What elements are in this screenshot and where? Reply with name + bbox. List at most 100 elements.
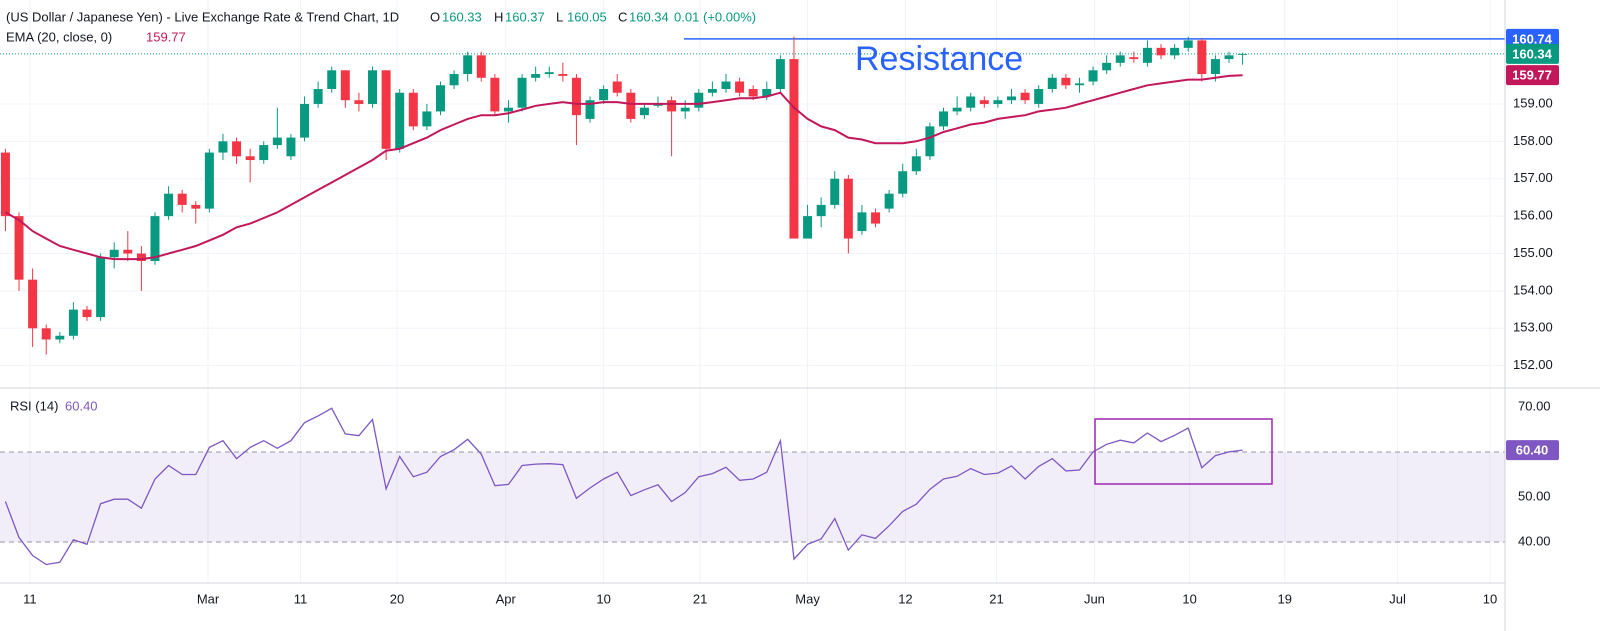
candle-body	[136, 253, 146, 261]
candle-body	[395, 92, 405, 149]
price-tag: 160.34	[1512, 46, 1553, 61]
ohlc-value: 160.05	[567, 9, 607, 24]
x-tick-label: 20	[390, 591, 404, 606]
rsi-legend-value: 60.40	[65, 398, 98, 413]
change-pct: (+0.00%)	[703, 9, 756, 24]
candle-body	[463, 55, 473, 75]
x-tick-label: Jul	[1389, 591, 1406, 606]
candle-body	[204, 152, 214, 209]
candle-body	[789, 59, 799, 239]
candle-body	[803, 216, 813, 239]
candle-body	[381, 70, 391, 149]
candle-body	[1142, 47, 1152, 63]
candle-body	[177, 193, 187, 205]
y-tick-label: 157.00	[1513, 170, 1553, 185]
candle-body	[884, 193, 894, 209]
candle-body	[96, 257, 106, 318]
candle-body	[109, 249, 119, 258]
candle-body	[272, 137, 282, 146]
rsi-legend: RSI (14)	[10, 398, 58, 413]
candle-body	[28, 279, 38, 329]
x-tick-label: 10	[1182, 591, 1196, 606]
y-tick-label: 156.00	[1513, 208, 1553, 223]
rsi-highlight-box	[1094, 418, 1273, 485]
candle-body	[762, 88, 772, 97]
resistance-label: Resistance	[855, 40, 1023, 78]
candle-body	[680, 107, 690, 112]
candle-body	[1088, 70, 1098, 82]
candle-body	[340, 70, 350, 101]
candle-body	[0, 152, 10, 217]
candle-body	[300, 103, 310, 138]
candle-body	[150, 216, 160, 261]
plot	[0, 36, 1505, 566]
candle-body	[14, 216, 24, 280]
axes: 152.00 153.00 154.00 155.00 156.00 157.00 158.…	[23, 28, 1559, 606]
x-tick-label: Jun	[1084, 591, 1105, 606]
ohlc-value: 160.37	[505, 9, 545, 24]
y-tick-label: 152.00	[1513, 357, 1553, 372]
candle-body	[1183, 40, 1193, 48]
candle-body	[571, 77, 581, 116]
candle-body	[857, 212, 867, 232]
candle-body	[667, 100, 677, 112]
candle-body	[612, 81, 622, 93]
candle-body	[966, 96, 976, 108]
candle-body	[55, 335, 65, 340]
ema-legend: EMA (20, close, 0)	[6, 29, 112, 44]
candle-body	[476, 55, 486, 78]
rsi-tick-label: 70.00	[1518, 398, 1551, 413]
candle-body	[639, 107, 649, 116]
candle-body	[1020, 92, 1030, 101]
price-tag-bg	[1506, 43, 1559, 64]
rsi-tag: 60.40	[1516, 443, 1549, 458]
candle-body	[1170, 47, 1180, 56]
candle-body	[939, 111, 949, 127]
candle-body	[68, 309, 78, 336]
candle-body	[436, 85, 445, 112]
ema-tag: 159.77	[1512, 68, 1552, 83]
candle-body	[558, 74, 568, 76]
rsi-band	[0, 451, 1505, 543]
y-tick-label: 153.00	[1513, 320, 1553, 335]
y-tick-label: 159.00	[1513, 95, 1553, 110]
candle-body	[599, 88, 609, 101]
x-tick-label: May	[795, 591, 820, 606]
y-tick-label: 154.00	[1513, 282, 1553, 297]
x-tick-label: 19	[1278, 591, 1292, 606]
x-tick-label: 10	[1483, 591, 1497, 606]
x-tick-label: 11	[294, 591, 308, 606]
candle-body	[1238, 53, 1248, 55]
ohlc-label: O	[430, 9, 440, 24]
candle-body	[843, 178, 853, 239]
x-tick-label: Mar	[197, 591, 220, 606]
x-tick-label: 11	[23, 591, 37, 606]
grid	[0, 0, 1505, 583]
candle-body	[531, 74, 541, 78]
candle-body	[1007, 96, 1016, 101]
candle-body	[408, 92, 418, 127]
candle-body	[721, 81, 731, 89]
candle-body	[1061, 77, 1071, 86]
x-tick-label: 21	[693, 591, 707, 606]
resistance-tag: 160.74	[1512, 31, 1553, 46]
candle-body	[368, 70, 377, 104]
candle-body	[449, 74, 459, 86]
candle-body	[327, 70, 337, 89]
candle-body	[707, 88, 717, 93]
candle-body	[544, 72, 554, 75]
candle-body	[694, 92, 704, 108]
rsi-tick-label: 50.00	[1518, 488, 1551, 503]
ohlc-label: L	[556, 9, 563, 24]
candle-body	[1197, 40, 1207, 75]
candle-body	[871, 212, 881, 224]
candle-body	[585, 100, 595, 119]
candle-body	[830, 178, 840, 205]
candle-body	[503, 107, 513, 112]
candle-body	[286, 137, 296, 157]
candle-body	[123, 249, 133, 254]
candle-body	[748, 88, 758, 97]
